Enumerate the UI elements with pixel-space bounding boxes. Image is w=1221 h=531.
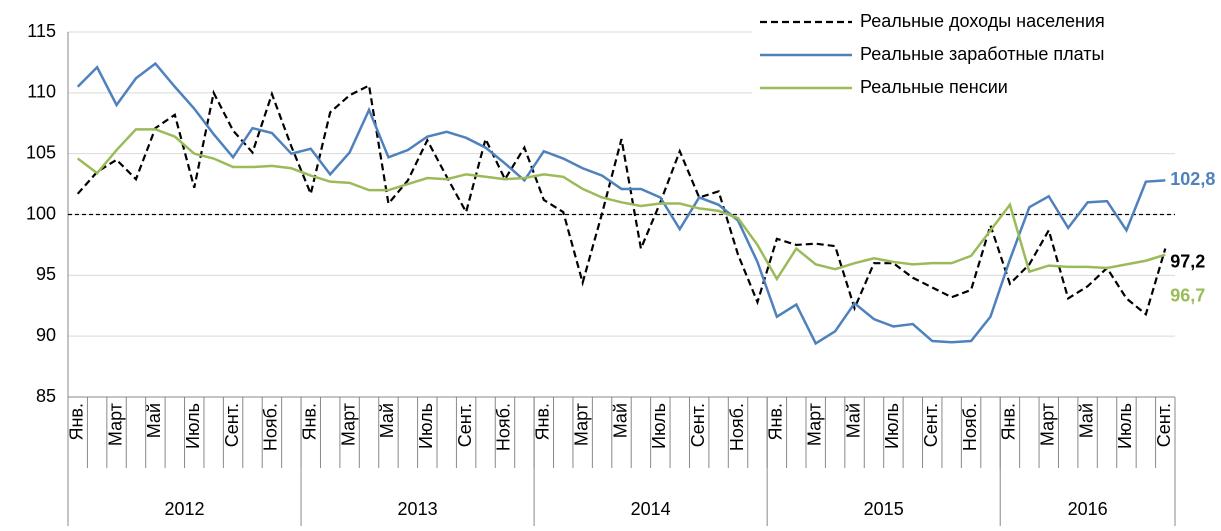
- x-tick-label: Март: [1038, 403, 1058, 446]
- x-tick-label: Март: [338, 403, 358, 446]
- y-tick-label: 100: [26, 203, 56, 223]
- x-tick-label: Сент.: [688, 403, 708, 447]
- x-tick-label: Нояб.: [494, 403, 514, 451]
- x-tick-label: Июль: [882, 403, 902, 449]
- y-tick-label: 95: [36, 264, 56, 284]
- x-tick-label: Сент.: [222, 403, 242, 447]
- y-tick-label: 105: [26, 142, 56, 162]
- x-tick-label: Янв.: [766, 403, 786, 441]
- x-tick-label: Янв.: [533, 403, 553, 441]
- y-tick-label: 90: [36, 325, 56, 345]
- legend-label: Реальные пенсии: [860, 77, 1008, 97]
- x-tick-label: Май: [377, 403, 397, 438]
- legend-label: Реальные доходы населения: [860, 11, 1105, 31]
- x-tick-label: Май: [610, 403, 630, 438]
- x-tick-label: Сент.: [1154, 403, 1174, 447]
- x-tick-label: Май: [843, 403, 863, 438]
- value-label: 97,2: [1170, 251, 1205, 271]
- x-tick-label: Июль: [1115, 403, 1135, 449]
- x-tick-label: Янв.: [300, 403, 320, 441]
- x-tick-label: Сент.: [921, 403, 941, 447]
- y-tick-label: 115: [27, 21, 56, 41]
- x-tick-label: Янв.: [66, 403, 86, 441]
- x-tick-label: Июль: [649, 403, 669, 449]
- x-tick-label: Май: [144, 403, 164, 438]
- x-tick-label: Март: [571, 403, 591, 446]
- x-tick-label: Янв.: [999, 403, 1019, 441]
- series-line: [76, 61, 1166, 346]
- x-tick-label: Июль: [183, 403, 203, 449]
- group-label: 2016: [1068, 499, 1108, 519]
- group-label: 2013: [398, 499, 438, 519]
- series-line: [76, 128, 1166, 282]
- x-tick-label: Март: [804, 403, 824, 446]
- x-tick-label: Май: [1076, 403, 1096, 438]
- value-label: 96,7: [1170, 285, 1205, 305]
- legend-label: Реальные заработные платы: [860, 44, 1104, 64]
- x-tick-label: Сент.: [455, 403, 475, 447]
- group-label: 2014: [631, 499, 671, 519]
- x-tick-label: Март: [105, 403, 125, 446]
- y-tick-label: 110: [27, 82, 56, 102]
- value-label: 102,8: [1170, 169, 1215, 189]
- y-tick-label: 85: [36, 386, 56, 406]
- x-tick-label: Нояб.: [261, 403, 281, 451]
- x-tick-label: Нояб.: [960, 403, 980, 451]
- x-tick-label: Нояб.: [727, 403, 747, 451]
- group-label: 2015: [864, 499, 904, 519]
- group-label: 2012: [165, 499, 205, 519]
- x-tick-label: Июль: [416, 403, 436, 449]
- series-line: [76, 83, 1167, 317]
